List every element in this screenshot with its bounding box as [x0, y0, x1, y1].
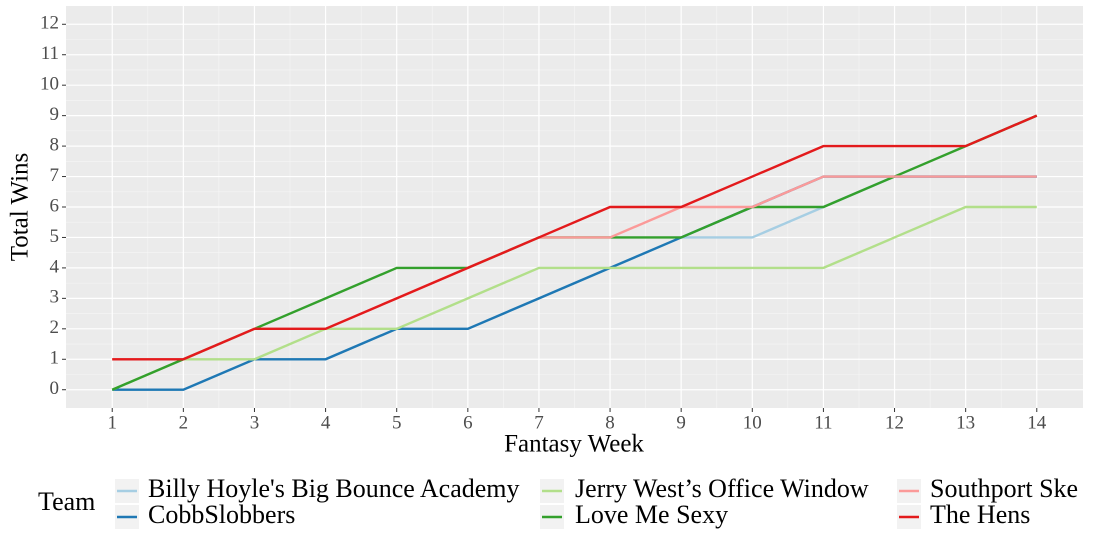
- legend-label: The Hens: [930, 500, 1030, 529]
- legend-label: CobbSlobbers: [148, 500, 295, 529]
- x-tick-label: 2: [179, 412, 189, 433]
- legend-label: Southport Ske: [930, 474, 1078, 503]
- legend-title: Team: [38, 487, 95, 516]
- legend-label: Love Me Sexy: [575, 500, 728, 529]
- y-tick-label: 8: [50, 134, 60, 155]
- y-axis-title: Total Wins: [7, 153, 34, 262]
- y-tick-label: 5: [50, 226, 60, 247]
- y-tick-label: 12: [40, 13, 59, 34]
- y-tick-label: 2: [50, 317, 60, 338]
- x-tick-label: 10: [743, 412, 762, 433]
- x-axis-title: Fantasy Week: [504, 431, 644, 458]
- x-tick-label: 13: [956, 412, 975, 433]
- x-tick-label: 1: [107, 412, 117, 433]
- y-tick-label: 9: [50, 104, 60, 125]
- y-tick-label: 11: [41, 43, 59, 64]
- x-tick-label: 14: [1027, 412, 1047, 433]
- y-tick-label: 7: [50, 165, 60, 186]
- x-tick-label: 7: [534, 412, 544, 433]
- y-tick-label: 3: [50, 287, 60, 308]
- y-tick-label: 0: [50, 378, 60, 399]
- x-tick-label: 5: [392, 412, 402, 433]
- series-line: [111, 205, 1037, 391]
- y-tick-label: 4: [50, 256, 60, 277]
- y-tick-label: 6: [50, 195, 60, 216]
- x-tick-label: 4: [321, 412, 331, 433]
- series-line: [112, 114, 1038, 361]
- y-tick-label: 10: [40, 74, 59, 95]
- x-tick-label: 9: [676, 412, 686, 433]
- x-tick-label: 3: [250, 412, 260, 433]
- legend-label: Billy Hoyle's Big Bounce Academy: [148, 474, 520, 503]
- x-tick-label: 11: [814, 412, 832, 433]
- y-tick-label: 1: [50, 348, 60, 369]
- x-tick-label: 8: [605, 412, 615, 433]
- x-tick-label: 6: [463, 412, 473, 433]
- x-tick-label: 12: [885, 412, 904, 433]
- legend-label: Jerry West’s Office Window: [575, 474, 869, 503]
